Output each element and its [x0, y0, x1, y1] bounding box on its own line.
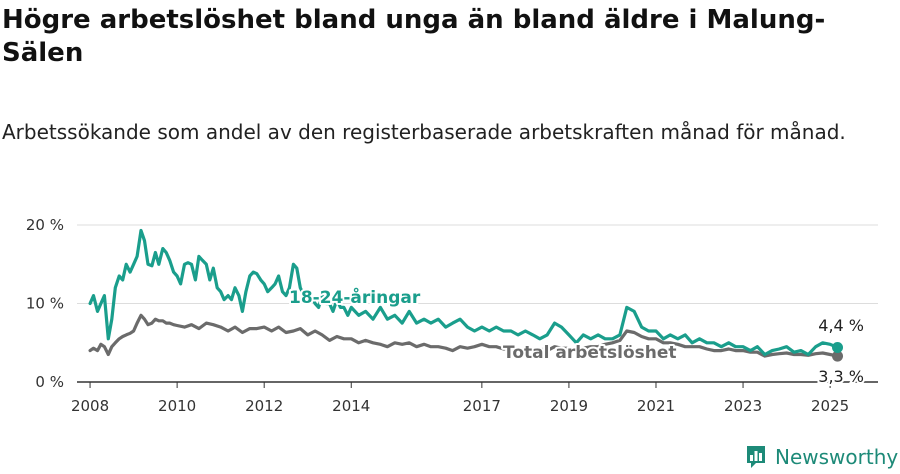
x-tick-label: 2021: [637, 397, 675, 415]
chart-subtitle: Arbetssökande som andel av den registerb…: [2, 120, 846, 144]
x-tick-label: 2017: [463, 397, 501, 415]
series-labels: 18-24-åringar Total arbetslöshet 4,4 % 3,3 …: [287, 284, 866, 388]
y-tick-label: 10 %: [26, 295, 64, 313]
youth-end-point: [832, 341, 844, 353]
x-tick-label: 2019: [550, 397, 588, 415]
x-tick-label: 2023: [724, 397, 762, 415]
x-axis: 2008 2010 2012 2014 2017 2019 2021 2023 2025: [71, 381, 878, 415]
y-axis-ticks: 0 % 10 % 20 %: [26, 216, 64, 391]
x-tick-label: 2025: [811, 397, 849, 415]
x-tick-label: 2012: [245, 397, 283, 415]
total-end-point: [832, 350, 844, 362]
newsworthy-brand[interactable]: Newsworthy: [745, 443, 898, 471]
brand-name: Newsworthy: [775, 445, 899, 469]
y-tick-label: 20 %: [26, 216, 64, 234]
youth-series-label: 18-24-åringar: [289, 286, 421, 308]
x-tick-label: 2008: [71, 397, 109, 415]
grid-lines: [77, 224, 878, 304]
chart-title: Högre arbetslöshet bland unga än bland ä…: [2, 5, 826, 68]
youth-end-value: 4,4 %: [818, 316, 864, 335]
x-tick-label: 2010: [158, 397, 196, 415]
total-series-label: Total arbetslöshet: [503, 343, 677, 363]
youth-series-line: [88, 228, 840, 357]
total-series-line: [88, 313, 840, 358]
x-tick-label: 2014: [332, 397, 370, 415]
series-lines: [88, 228, 844, 362]
y-tick-label: 0 %: [35, 373, 64, 391]
newsworthy-logo-icon: [747, 446, 765, 468]
total-end-value: 3,3 %: [818, 367, 864, 386]
